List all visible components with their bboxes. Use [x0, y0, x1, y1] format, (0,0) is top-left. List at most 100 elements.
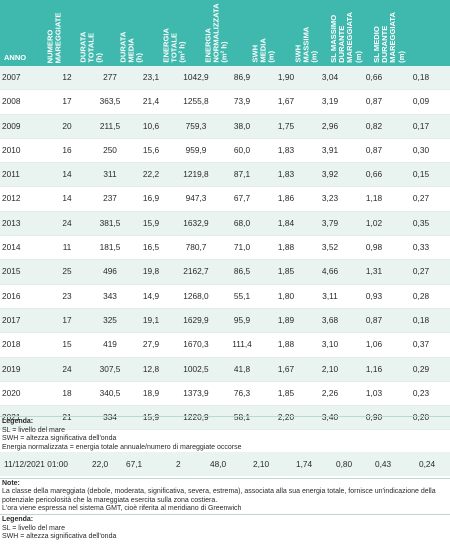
- divider: [0, 478, 450, 479]
- cell-swh-media: 1,88: [277, 242, 295, 253]
- cell-sl-medio: 0,27: [412, 266, 430, 277]
- cell-anno: 2016: [2, 290, 21, 301]
- event-cell: 22,0: [92, 459, 109, 469]
- table-row: 2009 20 211,5 10,6 759,3 38,0 1,75 2,96 0,82 0,17: [0, 114, 450, 139]
- cell-numero: 20: [62, 120, 72, 131]
- table-row: 2010 16 250 15,6 959,9 60,0 1,83 3,91 0,87 0,30: [0, 139, 450, 164]
- legend-line: SWH = altezza significativa dell'onda: [2, 533, 117, 541]
- cell-numero: 24: [62, 363, 72, 374]
- cell-durata-media: 12,8: [142, 363, 160, 374]
- cell-sl-massimo: 0,87: [365, 96, 383, 107]
- header-durata-media: DURATA MEDIA (h): [118, 32, 144, 63]
- cell-durata-media: 19,8: [142, 266, 160, 277]
- cell-swh-media: 1,80: [277, 290, 295, 301]
- cell-energia-totale: 947,3: [185, 193, 207, 204]
- cell-swh-massima: 2,26: [321, 387, 339, 398]
- cell-numero: 21: [62, 412, 72, 423]
- cell-energia-totale: 1220,9: [183, 412, 209, 423]
- cell-swh-media: 1,83: [277, 169, 295, 180]
- legend-title: Legenda:: [2, 516, 34, 523]
- cell-energia-totale: 1042,9: [183, 72, 209, 82]
- cell-energia-normalizzata: 86,5: [233, 266, 251, 277]
- cell-swh-media: 2,20: [277, 412, 295, 423]
- cell-energia-normalizzata: 73,9: [233, 96, 251, 107]
- cell-sl-medio: 0,18: [412, 314, 430, 325]
- cell-sl-medio: 0,35: [412, 217, 430, 228]
- cell-anno: 2011: [2, 169, 20, 180]
- table-row: 2015 25 496 19,8 2162,7 86,5 1,85 4,66 1,31 0,27: [0, 260, 450, 285]
- cell-sl-medio: 0,17: [412, 120, 430, 131]
- cell-durata-totale: 340,5: [99, 387, 121, 398]
- cell-sl-massimo: 1,31: [365, 266, 383, 277]
- table-row: 2007 12 277 23,1 1042,9 86,9 1,90 3,04 0,66 0,18: [0, 66, 450, 91]
- cell-anno: 2020: [2, 387, 21, 398]
- cell-durata-media: 18,9: [142, 387, 160, 398]
- cell-swh-massima: 3,10: [321, 339, 339, 350]
- event-cell: 0,24: [419, 459, 436, 469]
- cell-anno: 2014: [2, 242, 21, 253]
- cell-swh-massima: 3,11: [322, 290, 338, 301]
- cell-numero: 14: [62, 169, 72, 180]
- cell-swh-media: 1,67: [277, 96, 295, 107]
- cell-energia-totale: 1255,8: [183, 96, 209, 107]
- cell-durata-media: 16,9: [142, 193, 160, 204]
- cell-durata-media: 23,1: [142, 72, 160, 82]
- cell-sl-medio: 0,23: [412, 387, 430, 398]
- header-energia-normalizzata: ENERGIA NORMALIZZATA (m² h): [203, 3, 229, 63]
- cell-numero: 17: [62, 96, 72, 107]
- cell-swh-media: 1,90: [277, 72, 295, 82]
- header-anno: ANNO: [4, 53, 27, 62]
- cell-swh-media: 1,84: [277, 217, 295, 228]
- cell-swh-media: 1,83: [277, 144, 295, 155]
- cell-sl-massimo: 0,82: [365, 120, 383, 131]
- cell-durata-totale: 307,5: [99, 363, 121, 374]
- cell-durata-media: 22,2: [142, 169, 160, 180]
- cell-anno: 2019: [2, 363, 21, 374]
- note-title: Note:: [2, 480, 20, 487]
- header-numero-mareggiate: NUMERO MAREGGIATE: [45, 12, 63, 63]
- cell-sl-massimo: 0,66: [365, 169, 383, 180]
- cell-sl-massimo: 1,06: [365, 339, 383, 350]
- cell-numero: 12: [62, 72, 72, 82]
- note-line: La classe della mareggiata (debole, mode…: [2, 488, 436, 504]
- cell-sl-massimo: 0,87: [365, 314, 383, 325]
- cell-energia-totale: 959,9: [185, 144, 207, 155]
- cell-sl-medio: 0,29: [412, 363, 430, 374]
- cell-swh-media: 1,89: [277, 314, 295, 325]
- cell-swh-massima: 3,92: [321, 169, 339, 180]
- header-sl-massimo: SL MASSIMO DURANTE MAREGGIATA (m): [329, 12, 363, 63]
- event-cell: 2: [176, 459, 181, 469]
- cell-energia-normalizzata: 60,0: [233, 144, 251, 155]
- table-header: ANNO NUMERO MAREGGIATE DURATA TOTALE (h) DU…: [0, 0, 450, 66]
- cell-durata-totale: 419: [103, 339, 117, 350]
- cell-durata-media: 15,9: [142, 217, 160, 228]
- cell-energia-normalizzata: 67,7: [233, 193, 251, 204]
- cell-durata-totale: 250: [103, 144, 117, 155]
- event-datetime: 11/12/2021 01:00: [4, 459, 68, 469]
- header-energia-totale: ENERGIA TOTALE (m² h): [161, 28, 187, 63]
- table-row: 2008 17 363,5 21,4 1255,8 73,9 1,67 3,19 0,87 0,0…: [0, 90, 450, 115]
- cell-durata-media: 19,1: [142, 314, 160, 325]
- cell-anno: 2021: [2, 412, 21, 423]
- cell-sl-massimo: 1,02: [365, 217, 383, 228]
- cell-energia-totale: 759,3: [185, 120, 207, 131]
- cell-swh-massima: 2,10: [321, 363, 339, 374]
- header-sl-medio: SL MEDIO DURANTE MAREGGIATA (m): [372, 12, 406, 63]
- cell-numero: 23: [62, 290, 72, 301]
- table-row: 2013 24 381,5 15,9 1632,9 68,0 1,84 3,79 1,02 0,3…: [0, 211, 450, 237]
- cell-durata-media: 16,5: [142, 242, 160, 253]
- cell-durata-totale: 325: [103, 314, 117, 325]
- cell-durata-totale: 277: [103, 72, 117, 82]
- cell-energia-totale: 780,7: [185, 242, 207, 253]
- cell-swh-massima: 3,23: [321, 193, 339, 204]
- event-row: 11/12/2021 01:00 22,0 67,1 2 48,0 2,10 1…: [0, 452, 450, 476]
- cell-durata-totale: 181,5: [99, 242, 121, 253]
- table-row: 2019 24 307,5 12,8 1002,5 41,8 1,67 2,10 1,16 0,2…: [0, 357, 450, 382]
- cell-energia-normalizzata: 38,0: [233, 120, 251, 131]
- cell-numero: 25: [62, 266, 72, 277]
- legend-bottom: Legenda: SL = livello del mare SWH = alt…: [2, 516, 448, 542]
- cell-durata-totale: 381,5: [99, 217, 121, 228]
- cell-energia-normalizzata: 58,1: [233, 412, 251, 423]
- table-row: 2020 18 340,5 18,9 1373,9 76,3 1,85 2,26 1,03 0,2…: [0, 382, 450, 407]
